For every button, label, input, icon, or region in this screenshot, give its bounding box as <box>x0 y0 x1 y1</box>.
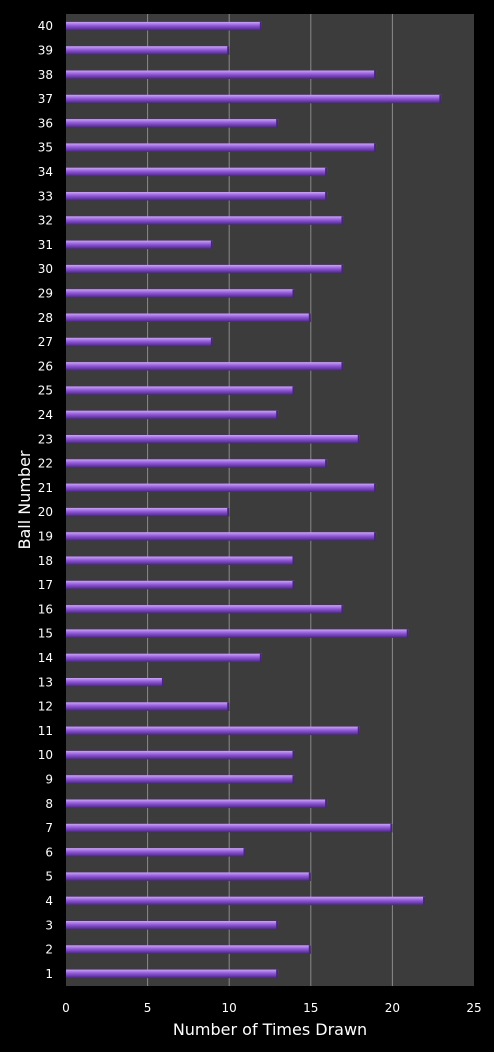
y-tick-label: 14 <box>38 651 53 665</box>
y-tick-label: 4 <box>45 894 53 908</box>
y-tick-label: 10 <box>38 748 53 762</box>
y-tick-label: 21 <box>38 481 53 495</box>
bar <box>66 289 295 298</box>
bar <box>66 362 344 371</box>
bar <box>66 750 295 760</box>
y-tick-label: 27 <box>38 335 53 349</box>
y-tick-label: 1 <box>45 967 53 981</box>
bar <box>66 70 377 79</box>
y-tick-label: 37 <box>38 92 53 106</box>
y-tick-label: 5 <box>45 870 53 884</box>
bar <box>66 435 360 444</box>
bar <box>66 823 393 833</box>
bar <box>66 313 311 322</box>
y-tick-label: 31 <box>38 238 53 252</box>
bar <box>66 799 328 808</box>
y-tick-label: 28 <box>38 311 53 325</box>
x-tick-labels: 0 5 10 15 20 25 <box>62 1001 481 1015</box>
y-tick-label: 22 <box>38 457 53 471</box>
bar <box>66 580 295 590</box>
bar <box>66 192 328 201</box>
bar <box>66 46 230 55</box>
bar <box>66 775 295 784</box>
bar <box>66 410 279 420</box>
y-tick-label: 33 <box>38 189 53 203</box>
y-axis-title: Ball Number <box>15 450 34 549</box>
bar <box>66 21 262 31</box>
x-tick-label: 20 <box>385 1001 400 1015</box>
bar <box>66 94 442 104</box>
y-tick-label: 25 <box>38 384 53 398</box>
bar <box>66 167 328 177</box>
bar <box>66 872 311 881</box>
bar <box>66 532 377 541</box>
y-tick-labels: 1234567891011121314151617181920212223242… <box>38 19 53 981</box>
bar <box>66 945 311 954</box>
y-tick-label: 11 <box>38 724 53 738</box>
bar <box>66 848 246 857</box>
bar <box>66 702 230 711</box>
bar <box>66 969 279 979</box>
x-axis-title: Number of Times Drawn <box>173 1020 367 1039</box>
bar <box>66 678 164 687</box>
y-tick-label: 17 <box>38 578 53 592</box>
y-tick-label: 26 <box>38 359 53 373</box>
bar <box>66 483 377 493</box>
y-tick-label: 12 <box>38 700 53 714</box>
y-tick-label: 34 <box>38 165 53 179</box>
y-tick-label: 19 <box>38 529 53 543</box>
y-tick-label: 36 <box>38 116 53 130</box>
y-tick-label: 8 <box>45 797 53 811</box>
y-tick-label: 6 <box>45 845 53 859</box>
y-tick-label: 38 <box>38 68 53 82</box>
bar <box>66 653 262 663</box>
plot-area <box>66 14 474 986</box>
bar <box>66 507 230 517</box>
bar <box>66 337 213 347</box>
bar <box>66 119 279 128</box>
y-tick-label: 40 <box>38 19 53 33</box>
bar <box>66 726 360 736</box>
y-tick-label: 16 <box>38 602 53 616</box>
y-tick-label: 23 <box>38 432 53 446</box>
y-tick-label: 32 <box>38 214 53 228</box>
x-tick-label: 25 <box>466 1001 481 1015</box>
bar <box>66 921 279 930</box>
y-tick-label: 29 <box>38 286 53 300</box>
bar <box>66 556 295 565</box>
y-tick-label: 35 <box>38 141 53 155</box>
y-tick-label: 20 <box>38 505 53 519</box>
y-tick-label: 18 <box>38 554 53 568</box>
y-tick-label: 9 <box>45 772 53 786</box>
bar <box>66 386 295 395</box>
y-tick-label: 7 <box>45 821 53 835</box>
bar <box>66 264 344 274</box>
y-tick-label: 24 <box>38 408 53 422</box>
y-tick-label: 39 <box>38 43 53 57</box>
y-tick-label: 13 <box>38 675 53 689</box>
y-tick-label: 30 <box>38 262 53 276</box>
bar <box>66 896 426 906</box>
x-tick-label: 5 <box>144 1001 152 1015</box>
x-tick-label: 10 <box>222 1001 237 1015</box>
bar <box>66 605 344 614</box>
bar <box>66 629 409 638</box>
bars <box>66 21 442 979</box>
x-tick-label: 15 <box>303 1001 318 1015</box>
y-tick-label: 15 <box>38 627 53 641</box>
bar <box>66 240 213 250</box>
y-tick-label: 3 <box>45 918 53 932</box>
bar <box>66 216 344 225</box>
bar <box>66 459 328 468</box>
y-tick-label: 2 <box>45 943 53 957</box>
bar <box>66 143 377 152</box>
x-tick-label: 0 <box>62 1001 70 1015</box>
